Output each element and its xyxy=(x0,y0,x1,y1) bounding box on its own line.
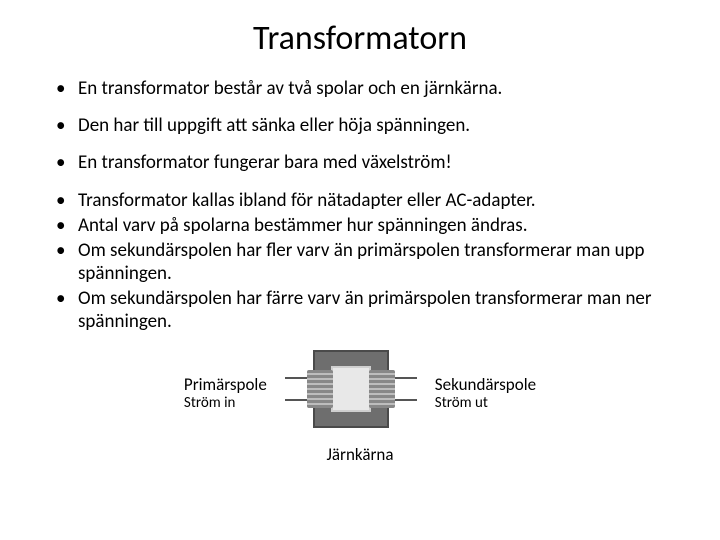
primary-coil-icon xyxy=(285,370,333,408)
primary-coil-sublabel: Ström in xyxy=(184,395,267,412)
transformer-diagram xyxy=(281,344,421,440)
secondary-coil-label: Sekundärspole xyxy=(435,375,536,395)
primary-coil-label: Primärspole xyxy=(184,375,267,395)
secondary-coil-label-group: Sekundärspole Ström ut xyxy=(435,371,536,412)
transformer-figure: Primärspole Ström in xyxy=(50,344,670,440)
bullet-item: Antal varv på spolarna bestämmer hur spä… xyxy=(78,214,670,237)
bullet-item: Om sekundärspolen har färre varv än prim… xyxy=(78,287,670,333)
page-title: Transformatorn xyxy=(50,18,670,59)
secondary-coil-sublabel: Ström ut xyxy=(435,395,536,412)
bullet-list-bottom: Transformator kallas ibland för nätadapt… xyxy=(50,189,670,334)
secondary-coil-icon xyxy=(369,370,417,408)
primary-coil-label-group: Primärspole Ström in xyxy=(184,371,267,412)
bullet-item: En transformator fungerar bara med växel… xyxy=(78,151,670,174)
bullet-item: En transformator består av två spolar oc… xyxy=(78,77,670,100)
bullet-item: Transformator kallas ibland för nätadapt… xyxy=(78,189,670,212)
iron-core-label: Järnkärna xyxy=(50,444,670,465)
bullet-item: Den har till uppgift att sänka eller höj… xyxy=(78,114,670,137)
bullet-item: Om sekundärspolen har fler varv än primä… xyxy=(78,239,670,285)
bullet-list-top: En transformator består av två spolar oc… xyxy=(50,77,670,175)
